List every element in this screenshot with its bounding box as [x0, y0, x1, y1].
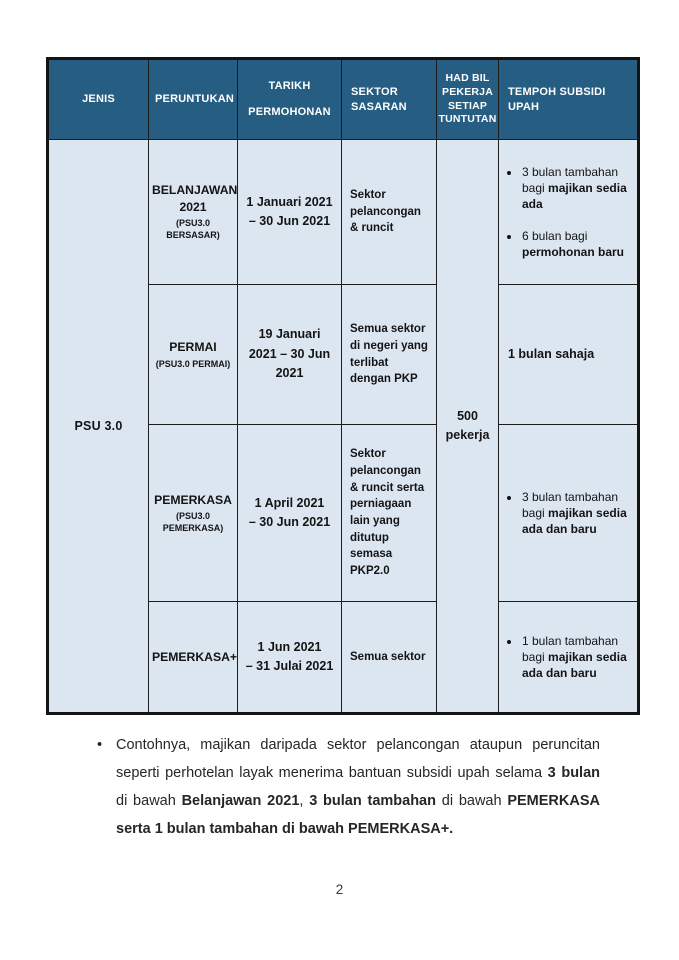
example-note: • Contohnya, majikan daripada sektor pel… [97, 731, 600, 843]
table-row: PEMERKASA (PSU3.0 PEMERKASA) 1 April 2021 … [48, 424, 639, 602]
tarikh-cell: 19 Januari 2021 – 30 Jun 2021 [237, 284, 342, 425]
col-header-jenis: JENIS [47, 58, 149, 140]
tarikh-cell: 1 April 2021 – 30 Jun 2021 [237, 424, 342, 602]
tempoh-item: 3 bulan tambahan bagi majikan sedia ada … [521, 489, 631, 538]
table-row: PERMAI (PSU3.0 PERMAI) 19 Januari 2021 – 3… [48, 284, 639, 425]
col-header-sektor-sasaran: SEKTOR SASARAN [341, 58, 437, 140]
bullet-marker: • [97, 737, 103, 753]
example-note-text: Contohnya, majikan daripada sektor pelan… [116, 737, 600, 837]
peruntukan-cell: PEMERKASA+ [148, 601, 238, 714]
program-name: PEMERKASA [154, 492, 232, 507]
program-subname: (PSU3.0 PEMERKASA) [162, 511, 224, 534]
tempoh-list: 3 bulan tambahan bagi majikan sedia ada 6… [504, 164, 631, 260]
program-subname: (PSU3.0 PERMAI) [155, 358, 231, 369]
table-row: PSU 3.0 BELANJAWAN 2021 (PSU3.0 BERSASAR) 1… [47, 139, 639, 714]
page-number: 2 [335, 882, 344, 897]
program-name: BELANJAWAN 2021 [152, 183, 238, 214]
program-name: PERMAI [169, 340, 217, 355]
sektor-cell: Semua sektor di negeri yang terlibat den… [341, 284, 437, 425]
peruntukan-cell: PEMERKASA (PSU3.0 PEMERKASA) [148, 424, 238, 602]
col-header-tempoh-subsidi: TEMPOH SUBSIDI UPAH [498, 58, 639, 140]
tempoh-list: 3 bulan tambahan bagi majikan sedia ada … [504, 489, 631, 538]
tarikh-cell: 1 Januari 2021 – 30 Jun 2021 [237, 139, 342, 285]
sektor-cell: Semua sektor [341, 601, 437, 714]
tempoh-cell: 1 bulan tambahan bagi majikan sedia ada … [498, 601, 639, 714]
tempoh-cell: 3 bulan tambahan bagi majikan sedia ada … [498, 424, 639, 602]
tempoh-item: 1 bulan tambahan bagi majikan sedia ada … [521, 633, 631, 682]
peruntukan-cell: PERMAI (PSU3.0 PERMAI) [148, 284, 238, 425]
col-header-tarikh-permohonan: TARIKH PERMOHONAN [237, 58, 342, 140]
tarikh-cell: 1 Jun 2021 – 31 Julai 2021 [237, 601, 342, 714]
col-header-had-bil-pekerja: HAD BIL PEKERJA SETIAP TUNTUTAN [436, 58, 499, 140]
peruntukan-cell: BELANJAWAN 2021 (PSU3.0 BERSASAR) [148, 139, 238, 285]
tempoh-item: 6 bulan bagi permohonan baru [521, 228, 631, 260]
jenis-cell: PSU 3.0 [47, 139, 149, 714]
subsidy-table: JENIS PERUNTUKAN TARIKH PERMOHONAN SEKTO… [46, 57, 640, 715]
sektor-cell: Sektor pelancongan & runcit serta pernia… [341, 424, 437, 602]
col-header-peruntukan: PERUNTUKAN [148, 58, 238, 140]
table-header: JENIS PERUNTUKAN TARIKH PERMOHONAN SEKTO… [47, 58, 639, 140]
tempoh-item: 3 bulan tambahan bagi majikan sedia ada [521, 164, 631, 213]
had-bil-cell: 500 pekerja [436, 139, 499, 714]
program-subname: (PSU3.0 BERSASAR) [166, 218, 220, 241]
tempoh-list: 1 bulan tambahan bagi majikan sedia ada … [504, 633, 631, 682]
sektor-cell: Sektor pelancongan & runcit [341, 139, 437, 285]
table-body: PSU 3.0 BELANJAWAN 2021 (PSU3.0 BERSASAR) 1… [47, 139, 639, 714]
table-row: PEMERKASA+ 1 Jun 2021 – 31 Julai 2021 Semu… [48, 601, 639, 714]
header-row: JENIS PERUNTUKAN TARIKH PERMOHONAN SEKTO… [47, 58, 639, 140]
program-name: PEMERKASA+ [152, 649, 237, 664]
tempoh-cell: 3 bulan tambahan bagi majikan sedia ada 6… [498, 139, 639, 285]
tempoh-item: 1 bulan sahaja [508, 347, 595, 362]
tempoh-cell: 1 bulan sahaja [498, 284, 639, 425]
